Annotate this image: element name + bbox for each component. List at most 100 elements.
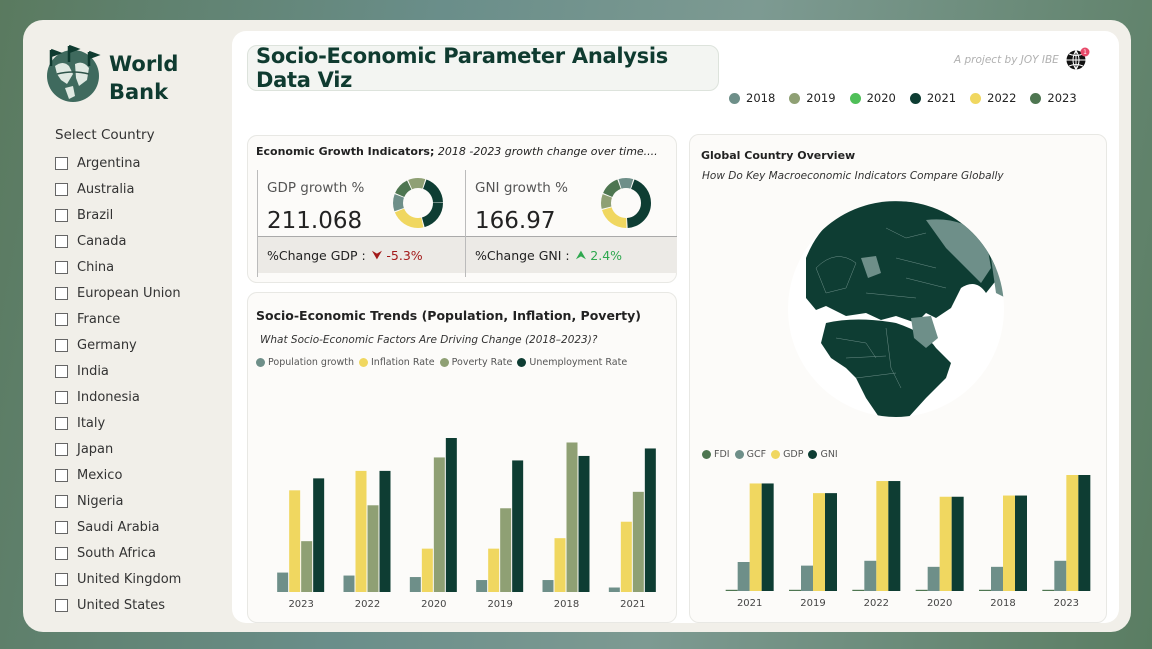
year-legend-item-2020[interactable]: 2020	[849, 91, 896, 105]
country-option-saudi-arabia[interactable]: Saudi Arabia	[55, 514, 181, 540]
bar-gdp-2018[interactable]	[1003, 495, 1015, 591]
legend-item-unemployment-rate[interactable]: Unemployment Rate	[517, 357, 627, 368]
bar-population-growth-2023[interactable]	[277, 572, 289, 592]
bar-gcf-2023[interactable]	[1054, 560, 1067, 591]
bar-inflation-rate-2023[interactable]	[289, 490, 301, 592]
bar-fdi-2023[interactable]	[1042, 589, 1055, 591]
country-checkbox[interactable]	[55, 156, 68, 170]
year-legend-item-2019[interactable]: 2019	[789, 91, 836, 105]
bar-gni-2018[interactable]	[1015, 495, 1027, 591]
bar-fdi-2021[interactable]	[725, 589, 738, 591]
bar-inflation-rate-2018[interactable]	[554, 538, 566, 592]
country-checkbox[interactable]	[55, 234, 68, 248]
bar-unemployment-rate-2018[interactable]	[578, 455, 590, 592]
bar-population-growth-2021[interactable]	[608, 587, 620, 592]
bar-gni-2019[interactable]	[825, 493, 837, 591]
bar-poverty-rate-2023[interactable]	[301, 541, 313, 592]
legend-item-population-growth[interactable]: Population growth	[256, 357, 354, 368]
bar-gni-2021[interactable]	[761, 483, 774, 591]
country-option-australia[interactable]: Australia	[55, 176, 181, 202]
country-checkbox[interactable]	[55, 598, 68, 612]
year-legend-item-2018[interactable]: 2018	[729, 91, 775, 105]
country-checkbox[interactable]	[55, 546, 68, 560]
country-checkbox[interactable]	[55, 260, 68, 274]
bar-unemployment-rate-2021[interactable]	[644, 448, 656, 592]
bar-fdi-2022[interactable]	[852, 589, 865, 591]
bar-unemployment-rate-2019[interactable]	[512, 460, 524, 592]
legend-item-fdi[interactable]: FDI	[702, 449, 730, 460]
country-checkbox[interactable]	[55, 468, 68, 482]
gdp-kpi[interactable]: GDP growth % 211.068 %Change GDP : ⮟ -5.…	[257, 170, 468, 277]
legend-item-inflation-rate[interactable]: Inflation Rate	[359, 357, 435, 368]
bar-gcf-2018[interactable]	[991, 566, 1003, 591]
bar-gdp-2021[interactable]	[749, 483, 762, 591]
year-legend-item-2021[interactable]: 2021	[909, 91, 956, 105]
country-checkbox[interactable]	[55, 364, 68, 378]
country-checkbox[interactable]	[55, 442, 68, 456]
bar-gdp-2020[interactable]	[939, 496, 952, 591]
country-option-indonesia[interactable]: Indonesia	[55, 384, 181, 410]
year-legend-item-2023[interactable]: 2023	[1030, 91, 1077, 105]
globe-profile-icon[interactable]: 1	[1066, 47, 1090, 71]
country-option-mexico[interactable]: Mexico	[55, 462, 181, 488]
country-option-european-union[interactable]: European Union	[55, 280, 181, 306]
bar-gni-2022[interactable]	[888, 481, 901, 591]
bar-gdp-2022[interactable]	[876, 481, 889, 591]
gni-kpi[interactable]: GNI growth % 166.97 %Change GNI : ⮝ 2.4%	[465, 170, 677, 277]
bar-gdp-2023[interactable]	[1066, 475, 1079, 591]
legend-item-poverty-rate[interactable]: Poverty Rate	[439, 357, 512, 368]
legend-item-gni[interactable]: GNI	[808, 449, 838, 460]
bar-gcf-2022[interactable]	[864, 560, 877, 591]
country-checkbox[interactable]	[55, 416, 68, 430]
bar-population-growth-2019[interactable]	[476, 580, 488, 592]
bar-fdi-2019[interactable]	[789, 589, 801, 591]
bar-population-growth-2018[interactable]	[542, 580, 554, 592]
bar-gni-2023[interactable]	[1078, 475, 1091, 591]
country-option-italy[interactable]: Italy	[55, 410, 181, 436]
country-option-india[interactable]: India	[55, 358, 181, 384]
country-option-argentina[interactable]: Argentina	[55, 150, 181, 176]
country-option-south-africa[interactable]: South Africa	[55, 540, 181, 566]
year-legend-item-2022[interactable]: 2022	[970, 91, 1016, 105]
bar-fdi-2020[interactable]	[915, 589, 928, 591]
bar-poverty-rate-2018[interactable]	[566, 442, 578, 592]
bar-unemployment-rate-2020[interactable]	[445, 438, 457, 592]
bar-gni-2020[interactable]	[951, 496, 964, 591]
bar-fdi-2018[interactable]	[979, 589, 991, 591]
country-option-united-kingdom[interactable]: United Kingdom	[55, 566, 181, 592]
country-option-germany[interactable]: Germany	[55, 332, 181, 358]
country-option-japan[interactable]: Japan	[55, 436, 181, 462]
country-option-france[interactable]: France	[55, 306, 181, 332]
bar-population-growth-2020[interactable]	[409, 577, 421, 592]
country-checkbox[interactable]	[55, 286, 68, 300]
country-checkbox[interactable]	[55, 182, 68, 196]
legend-item-gcf[interactable]: GCF	[734, 449, 766, 460]
country-option-nigeria[interactable]: Nigeria	[55, 488, 181, 514]
bar-poverty-rate-2021[interactable]	[632, 491, 644, 592]
country-checkbox[interactable]	[55, 338, 68, 352]
country-option-brazil[interactable]: Brazil	[55, 202, 181, 228]
country-checkbox[interactable]	[55, 312, 68, 326]
bar-gcf-2021[interactable]	[737, 562, 750, 591]
country-option-united-states[interactable]: United States	[55, 592, 181, 618]
legend-item-gdp[interactable]: GDP	[771, 449, 803, 460]
country-option-china[interactable]: China	[55, 254, 181, 280]
country-option-canada[interactable]: Canada	[55, 228, 181, 254]
bar-population-growth-2022[interactable]	[343, 575, 355, 592]
country-checkbox[interactable]	[55, 520, 68, 534]
country-checkbox[interactable]	[55, 494, 68, 508]
globe-map[interactable]	[786, 198, 1006, 420]
bar-unemployment-rate-2022[interactable]	[379, 470, 391, 592]
bar-inflation-rate-2021[interactable]	[620, 521, 632, 592]
country-checkbox[interactable]	[55, 208, 68, 222]
bar-unemployment-rate-2023[interactable]	[313, 478, 325, 592]
bar-poverty-rate-2020[interactable]	[433, 457, 445, 592]
country-checkbox[interactable]	[55, 390, 68, 404]
bar-gcf-2020[interactable]	[927, 566, 940, 591]
bar-inflation-rate-2020[interactable]	[421, 548, 433, 592]
bar-gdp-2019[interactable]	[813, 493, 825, 591]
bar-gcf-2019[interactable]	[801, 565, 813, 591]
bar-inflation-rate-2019[interactable]	[488, 548, 500, 592]
country-checkbox[interactable]	[55, 572, 68, 586]
bar-poverty-rate-2022[interactable]	[367, 505, 379, 592]
